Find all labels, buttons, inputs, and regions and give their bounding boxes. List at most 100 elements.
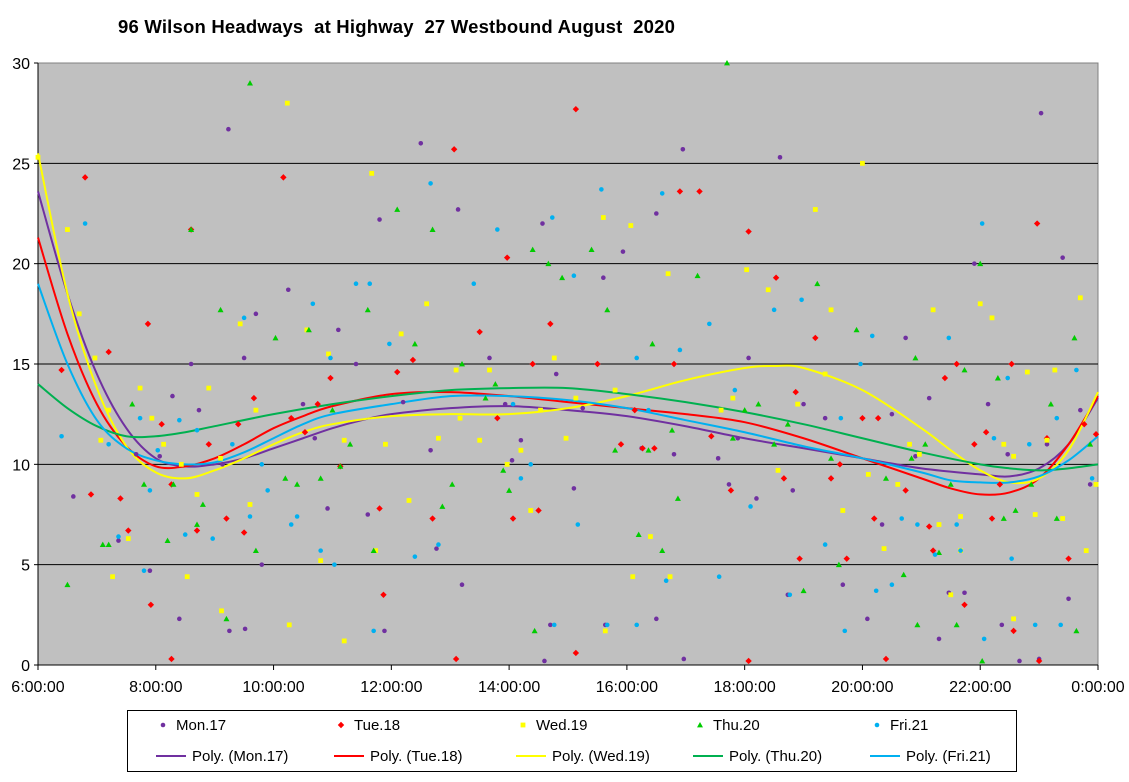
data-point: [59, 433, 64, 439]
data-point: [506, 487, 513, 493]
data-point: [922, 441, 929, 447]
data-point: [707, 321, 712, 327]
data-point: [800, 587, 807, 594]
data-point: [654, 616, 659, 622]
data-point: [1008, 360, 1015, 368]
data-point: [477, 437, 483, 443]
legend-label: Poly. (Fri.21): [906, 747, 991, 765]
data-point: [575, 522, 581, 527]
data-point: [676, 188, 684, 195]
data-point: [87, 491, 95, 498]
legend-marker: [874, 722, 880, 728]
data-point: [930, 307, 936, 313]
data-point: [772, 274, 780, 281]
data-point: [210, 536, 216, 541]
data-point: [663, 578, 669, 584]
x-axis-tick-labels: 6:00:00 8:00:00 10:00:00 12:00:00 14:00:00 16…: [11, 665, 1125, 696]
legend-marker: [520, 722, 526, 728]
data-point: [188, 361, 194, 367]
data-point: [634, 355, 640, 361]
data-point: [612, 447, 619, 453]
data-point: [828, 455, 835, 461]
data-point: [528, 508, 534, 513]
legend-item-fri-21: Fri.21: [870, 714, 928, 736]
data-point: [991, 435, 997, 441]
data-point: [1044, 441, 1050, 447]
data-point: [455, 207, 461, 212]
legend-item-poly-thu-20: Poly. (Thu.20): [693, 745, 822, 767]
data-point: [1011, 453, 1016, 459]
data-point: [1081, 421, 1088, 428]
data-point: [168, 655, 175, 663]
data-point: [822, 542, 828, 547]
data-point: [799, 297, 804, 303]
x-tick-label: 16:00:00: [596, 679, 658, 696]
data-point: [247, 502, 253, 507]
data-point: [601, 275, 606, 281]
data-point: [518, 476, 524, 481]
data-point: [1038, 110, 1044, 116]
data-point: [64, 581, 71, 588]
data-point: [915, 522, 920, 527]
data-point: [284, 100, 290, 106]
data-point: [418, 140, 424, 146]
data-point: [916, 451, 922, 457]
data-point: [161, 441, 167, 447]
data-point: [549, 215, 555, 220]
data-point: [328, 355, 333, 361]
data-point: [193, 527, 201, 534]
data-point: [1089, 476, 1095, 481]
data-point: [105, 541, 112, 547]
data-point: [194, 492, 200, 497]
data-point: [588, 246, 595, 253]
data-point: [439, 503, 446, 509]
legend-label: Wed.19: [536, 716, 588, 734]
data-point: [133, 452, 139, 457]
data-point: [218, 455, 223, 461]
data-point: [1011, 616, 1016, 622]
data-point: [858, 361, 863, 367]
data-point: [954, 522, 959, 527]
data-point: [724, 60, 730, 66]
data-point: [394, 206, 401, 212]
data-point: [206, 385, 212, 391]
data-point: [651, 445, 658, 452]
data-point: [982, 429, 990, 436]
data-point: [199, 501, 206, 507]
data-point: [535, 507, 542, 514]
data-point: [732, 387, 738, 393]
data-point: [364, 306, 371, 313]
series-mon-17: [71, 110, 1093, 664]
data-point: [559, 274, 566, 281]
data-point: [482, 395, 489, 401]
data-point: [645, 447, 652, 453]
data-point: [82, 221, 88, 226]
y-tick-label: 15: [12, 357, 30, 374]
data-point: [953, 621, 960, 628]
data-point: [92, 355, 98, 361]
data-point: [860, 160, 865, 166]
data-point: [571, 273, 577, 279]
data-point: [796, 555, 803, 562]
data-point: [871, 515, 878, 522]
data-point: [979, 657, 986, 664]
data-point: [744, 267, 750, 273]
data-point: [989, 315, 995, 321]
data-point: [509, 515, 517, 522]
data-point: [528, 462, 534, 467]
data-point: [865, 616, 870, 622]
legend-label: Poly. (Wed.19): [552, 747, 650, 765]
trendline-poly-fri-21: [37, 283, 1099, 484]
data-point: [170, 481, 177, 487]
data-point: [654, 211, 659, 216]
data-point: [1009, 556, 1014, 561]
data-point: [667, 574, 673, 580]
legend-item-thu-20: Thu.20: [693, 714, 760, 736]
data-point: [529, 246, 536, 253]
data-point: [925, 523, 933, 530]
trendlines: [37, 153, 1099, 496]
data-point: [674, 495, 681, 501]
data-point: [367, 281, 373, 287]
data-point: [253, 311, 259, 317]
data-point: [1074, 367, 1079, 373]
